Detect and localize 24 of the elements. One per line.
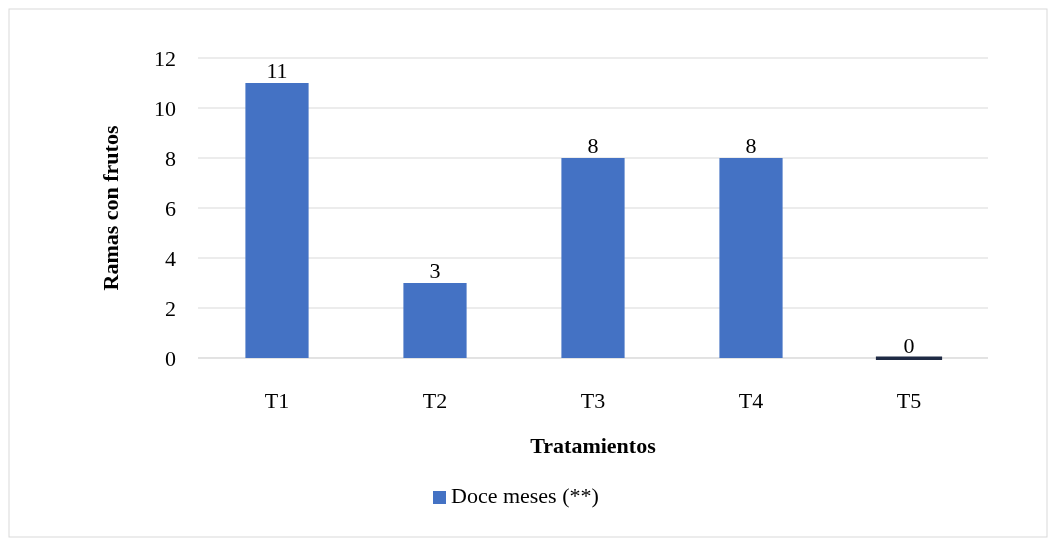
x-tick-label: T3 <box>580 388 606 413</box>
data-label: 8 <box>587 133 599 158</box>
bar <box>561 158 625 358</box>
x-tick-label: T5 <box>896 388 922 413</box>
y-tick-label: 10 <box>154 95 176 121</box>
y-tick-label: 8 <box>165 145 176 171</box>
x-axis-title: Tratamientos <box>530 433 657 458</box>
y-tick-label: 4 <box>165 245 176 271</box>
bar <box>719 158 783 358</box>
x-tick-label: T4 <box>738 388 764 413</box>
x-tick-label: T2 <box>422 388 448 413</box>
data-label: 11 <box>266 58 288 83</box>
data-label: 8 <box>745 133 757 158</box>
x-tick-label: T1 <box>264 388 290 413</box>
data-label: 3 <box>429 258 441 283</box>
data-label: 0 <box>903 333 915 358</box>
bar <box>245 83 309 358</box>
y-tick-label: 6 <box>165 195 176 221</box>
legend-label: Doce meses (**) <box>451 483 599 508</box>
y-tick-label: 12 <box>154 45 176 71</box>
bar <box>403 283 467 358</box>
y-tick-label: 0 <box>165 345 176 371</box>
y-axis-title: Ramas con frutos <box>98 125 123 291</box>
y-tick-label: 2 <box>165 295 176 321</box>
